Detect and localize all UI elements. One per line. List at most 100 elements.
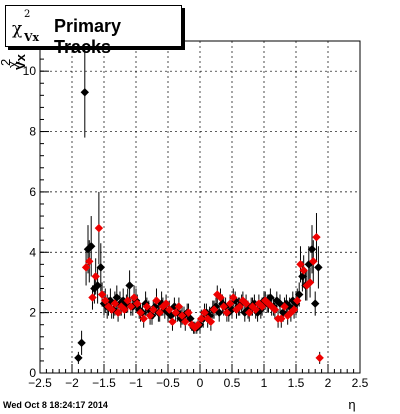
x-tick-label: −2.5: [28, 376, 52, 390]
data-point-black: [74, 353, 83, 363]
y-tick-label: 6: [29, 185, 36, 199]
data-point-red: [235, 302, 244, 311]
x-tick-label: −2: [65, 376, 79, 390]
data-point-red: [101, 296, 110, 305]
data-point-red: [206, 317, 216, 326]
data-point-red: [222, 308, 232, 317]
data-point-black: [125, 281, 134, 290]
title-superscript: 2: [24, 9, 31, 20]
data-point-red: [88, 293, 97, 302]
data-point-red: [270, 305, 280, 314]
data-point-red: [257, 302, 267, 311]
x-tick-label: −0.5: [156, 376, 180, 390]
data-point-black: [87, 242, 96, 251]
data-point-black: [77, 338, 86, 348]
data-point-red: [251, 305, 260, 314]
data-point-black: [314, 263, 323, 272]
x-tick-label: −1.5: [92, 376, 116, 390]
data-point-red: [133, 299, 142, 308]
data-point-red: [184, 308, 193, 317]
svg-text:2: 2: [0, 59, 13, 66]
data-point-red: [174, 302, 184, 311]
data-point-red: [129, 293, 139, 302]
grid: [40, 41, 360, 373]
data-point-red: [152, 296, 161, 305]
data-point-red: [280, 302, 289, 311]
x-tick-label: 1.5: [288, 376, 305, 390]
title-subscript: Vx: [24, 31, 40, 44]
data-point-red: [177, 311, 187, 320]
data-point-red: [110, 299, 120, 308]
data-point-red: [107, 305, 116, 314]
chart-title: Primary Tracks: [54, 16, 122, 57]
data-point-black: [311, 299, 320, 308]
data-point-red: [229, 293, 238, 302]
data-point-red: [85, 257, 94, 266]
title-box: χ 2 Vx Primary Tracks: [5, 5, 182, 57]
data-point-red: [312, 232, 321, 242]
data-point-red: [91, 272, 100, 281]
data-point-red: [296, 260, 305, 269]
data-point-red: [309, 257, 318, 266]
tick-labels: −2.5 −2 −1.5 −1 −0.5 0 0.5 1 1.5 2 2.5 0 2 4 6 8 10: [23, 64, 369, 390]
data-point-red: [277, 314, 286, 323]
x-tick-label: −1: [129, 376, 143, 390]
x-tick-label: 0.5: [224, 376, 241, 390]
data-markers: [74, 88, 324, 363]
data-point-black: [83, 245, 93, 254]
data-point-red: [165, 305, 174, 314]
data-point-red: [171, 308, 180, 317]
data-point-red: [315, 353, 324, 363]
data-point-red: [161, 299, 171, 308]
y-tick-label: 2: [29, 306, 36, 320]
data-point-red: [193, 320, 203, 329]
x-tick-label: 0: [197, 376, 204, 390]
y-axis-label: χ 2 Vx: [0, 53, 28, 70]
data-point-black: [96, 263, 105, 272]
data-point-red: [209, 305, 219, 314]
data-point-red: [225, 299, 235, 308]
data-point-red: [197, 314, 206, 323]
data-point-red: [219, 302, 228, 311]
y-tick-label: 4: [29, 245, 36, 259]
data-point-red: [97, 290, 107, 299]
data-point-red: [155, 308, 164, 317]
data-point-black: [298, 272, 307, 281]
data-point-red: [181, 317, 190, 326]
data-point-red: [145, 311, 155, 320]
svg-text:χ: χ: [5, 61, 20, 68]
data-point-red: [94, 223, 104, 233]
data-point-black: [307, 245, 317, 254]
data-point-red: [299, 266, 308, 275]
data-point-red: [305, 278, 315, 287]
data-point-red: [136, 308, 145, 317]
data-point-red: [293, 296, 302, 305]
data-point-red: [81, 263, 91, 272]
x-axis-label: η: [348, 397, 355, 412]
data-point-red: [142, 302, 152, 311]
y-tick-label: 10: [23, 64, 37, 78]
x-tick-label: 2.5: [352, 376, 369, 390]
data-point-red: [126, 302, 136, 311]
x-tick-label: 2: [325, 376, 332, 390]
svg-text:Vx: Vx: [13, 53, 28, 70]
data-point-red: [149, 305, 158, 314]
data-point-red: [245, 308, 254, 317]
datestamp: Wed Oct 8 18:24:17 2014: [3, 400, 108, 410]
y-tick-label: 0: [29, 366, 36, 380]
data-point-red: [139, 314, 148, 323]
data-point-red: [168, 317, 177, 326]
data-point-red: [123, 296, 132, 305]
data-point-red: [200, 308, 209, 317]
title-symbol: χ 2 Vx: [12, 9, 40, 44]
y-tick-label: 8: [29, 125, 36, 139]
data-point-red: [113, 308, 123, 317]
data-point-black: [112, 293, 121, 302]
data-point-black: [93, 281, 102, 290]
data-point-red: [120, 305, 129, 314]
x-tick-label: 1: [261, 376, 268, 390]
axis-ticks: [39, 46, 361, 374]
data-point-red: [289, 305, 299, 314]
data-point-red: [241, 299, 251, 308]
